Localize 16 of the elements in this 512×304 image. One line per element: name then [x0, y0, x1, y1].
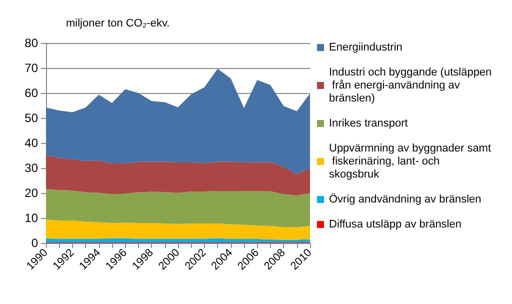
legend-label: Inrikes transport [329, 118, 408, 130]
y-tick-label: 80 [24, 36, 38, 50]
legend-label: Diffusa utsläpp av bränslen [329, 218, 462, 230]
legend-label: Övrig andvändning av bränslen [329, 192, 482, 206]
y-tick-label: 10 [24, 211, 38, 225]
y-tick-label: 20 [24, 186, 38, 200]
y-tick-label: 40 [24, 136, 38, 150]
legend-label: Uppvärmning av byggnader samt fiskerinäring, lant- och skogsbruk [329, 142, 492, 180]
y-axis-title: miljoner ton CO₂-ekv. [66, 18, 170, 30]
y-tick-label: 60 [24, 86, 38, 100]
legend-label: Energiindustrin [329, 42, 402, 54]
y-tick-label: 0 [31, 236, 38, 250]
legend-label: Industri och byggande (utsläppen från energi-användning av bränslen) [329, 66, 492, 104]
y-tick-label: 70 [24, 61, 38, 75]
y-tick-label: 50 [24, 111, 38, 125]
y-tick-label: 30 [24, 161, 38, 175]
